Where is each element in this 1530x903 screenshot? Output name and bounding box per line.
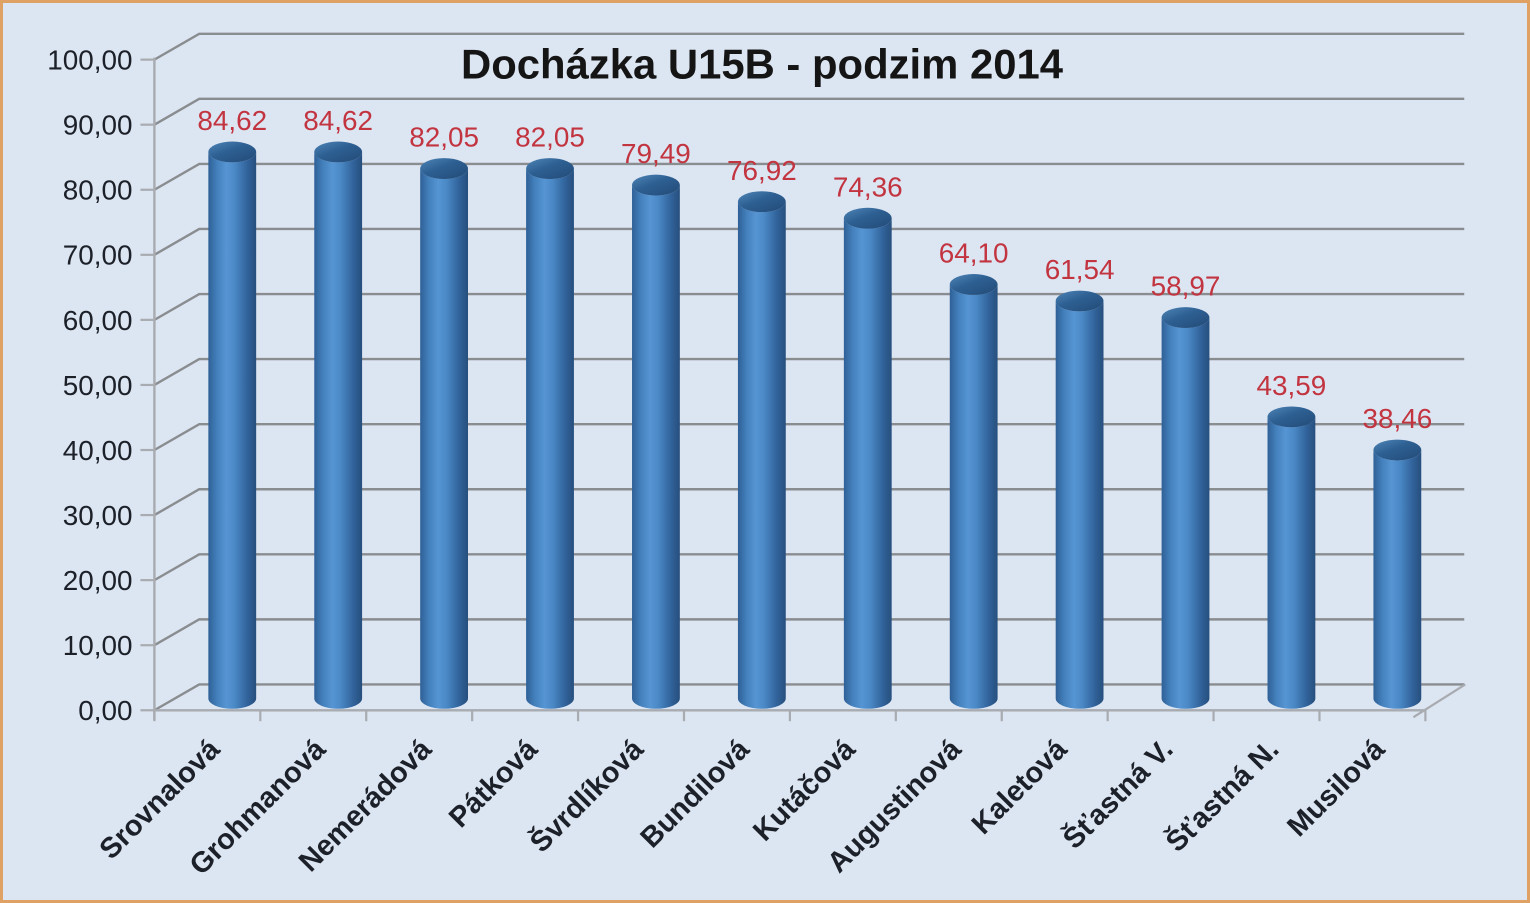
gridline [153, 422, 1465, 452]
bar-cylinder-top [737, 191, 786, 213]
bar-value-label: 84,62 [197, 105, 267, 136]
gridline [153, 357, 1465, 386]
y-tick-label: 50,00 [63, 370, 133, 401]
attendance-bar-chart: 0,00 10,00 20,00 30,00 40,00 50,00 60,00 70,00 8… [3, 3, 1527, 900]
y-tick-label: 70,00 [63, 240, 133, 271]
bar-cylinder-body [1055, 300, 1104, 709]
bar-value-label: 61,54 [1045, 254, 1115, 285]
bar-cylinder-top [1161, 307, 1210, 329]
y-tick-label: 0,00 [78, 695, 132, 726]
bar-cylinder-top [1055, 290, 1104, 312]
bar-value-label: 38,46 [1362, 403, 1432, 434]
gridline [153, 32, 1465, 61]
y-tick-label: 20,00 [63, 565, 133, 596]
bar-cylinder-body [526, 168, 574, 709]
bar-cylinder-top [843, 207, 892, 229]
bar-cylinder-body [420, 168, 469, 709]
bar-cylinder-top [526, 158, 574, 179]
grid-layer [153, 32, 1465, 712]
bar-cylinder-body [737, 201, 786, 709]
y-tick-label: 40,00 [63, 435, 133, 466]
bar-cylinder-top [420, 158, 469, 179]
y-tick-label: 60,00 [63, 305, 133, 336]
gridline [153, 292, 1465, 321]
bar-value-label: 79,49 [621, 138, 691, 169]
bar-value-label: 43,59 [1257, 370, 1327, 401]
gridline [153, 488, 1465, 517]
bar-value-label: 58,97 [1151, 271, 1221, 302]
y-tick-label: 80,00 [63, 175, 133, 206]
value-label-layer: 84,62 84,62 82,05 82,05 79,49 76,92 74,36 64,10… [197, 105, 1432, 434]
bar-value-label: 84,62 [303, 105, 373, 136]
gridline [153, 553, 1465, 582]
gridline [153, 227, 1465, 256]
y-tick-label: 10,00 [63, 630, 133, 661]
bar-cylinder-top [1267, 406, 1316, 428]
bar-cylinder-body [949, 284, 998, 709]
axis-layer: 0,00 10,00 20,00 30,00 40,00 50,00 60,00 70,00 8… [47, 45, 1466, 726]
bar-cylinder-top [314, 141, 363, 163]
gridline [153, 162, 1465, 191]
bar-cylinder-top [1373, 439, 1422, 461]
bar-cylinder-top [949, 274, 998, 295]
bar-cylinder-top [632, 174, 680, 196]
bar-layer [208, 141, 1422, 709]
bar-cylinder-body [314, 151, 363, 709]
bar-cylinder-body [843, 218, 892, 709]
bar-cylinder-body [1161, 317, 1210, 709]
bar-value-label: 74,36 [833, 171, 903, 202]
bar-cylinder-top [208, 141, 257, 163]
bar-cylinder-body [1373, 450, 1422, 709]
gridline [153, 97, 1465, 126]
y-tick-label: 30,00 [63, 500, 133, 531]
bar-value-label: 82,05 [409, 122, 479, 153]
chart-title: Docházka U15B - podzim 2014 [461, 41, 1063, 88]
bar-value-label: 64,10 [939, 238, 1009, 269]
floor-corner-line [1412, 683, 1466, 719]
gridline [153, 618, 1465, 647]
bar-cylinder-body [632, 185, 680, 709]
bar-value-label: 76,92 [727, 155, 797, 186]
y-tick-label: 100,00 [47, 45, 132, 76]
bar-value-label: 82,05 [515, 122, 585, 153]
y-tick-label: 90,00 [63, 110, 133, 141]
bar-cylinder-body [1267, 416, 1316, 709]
bar-cylinder-body [208, 151, 257, 709]
gridline [153, 683, 1465, 712]
